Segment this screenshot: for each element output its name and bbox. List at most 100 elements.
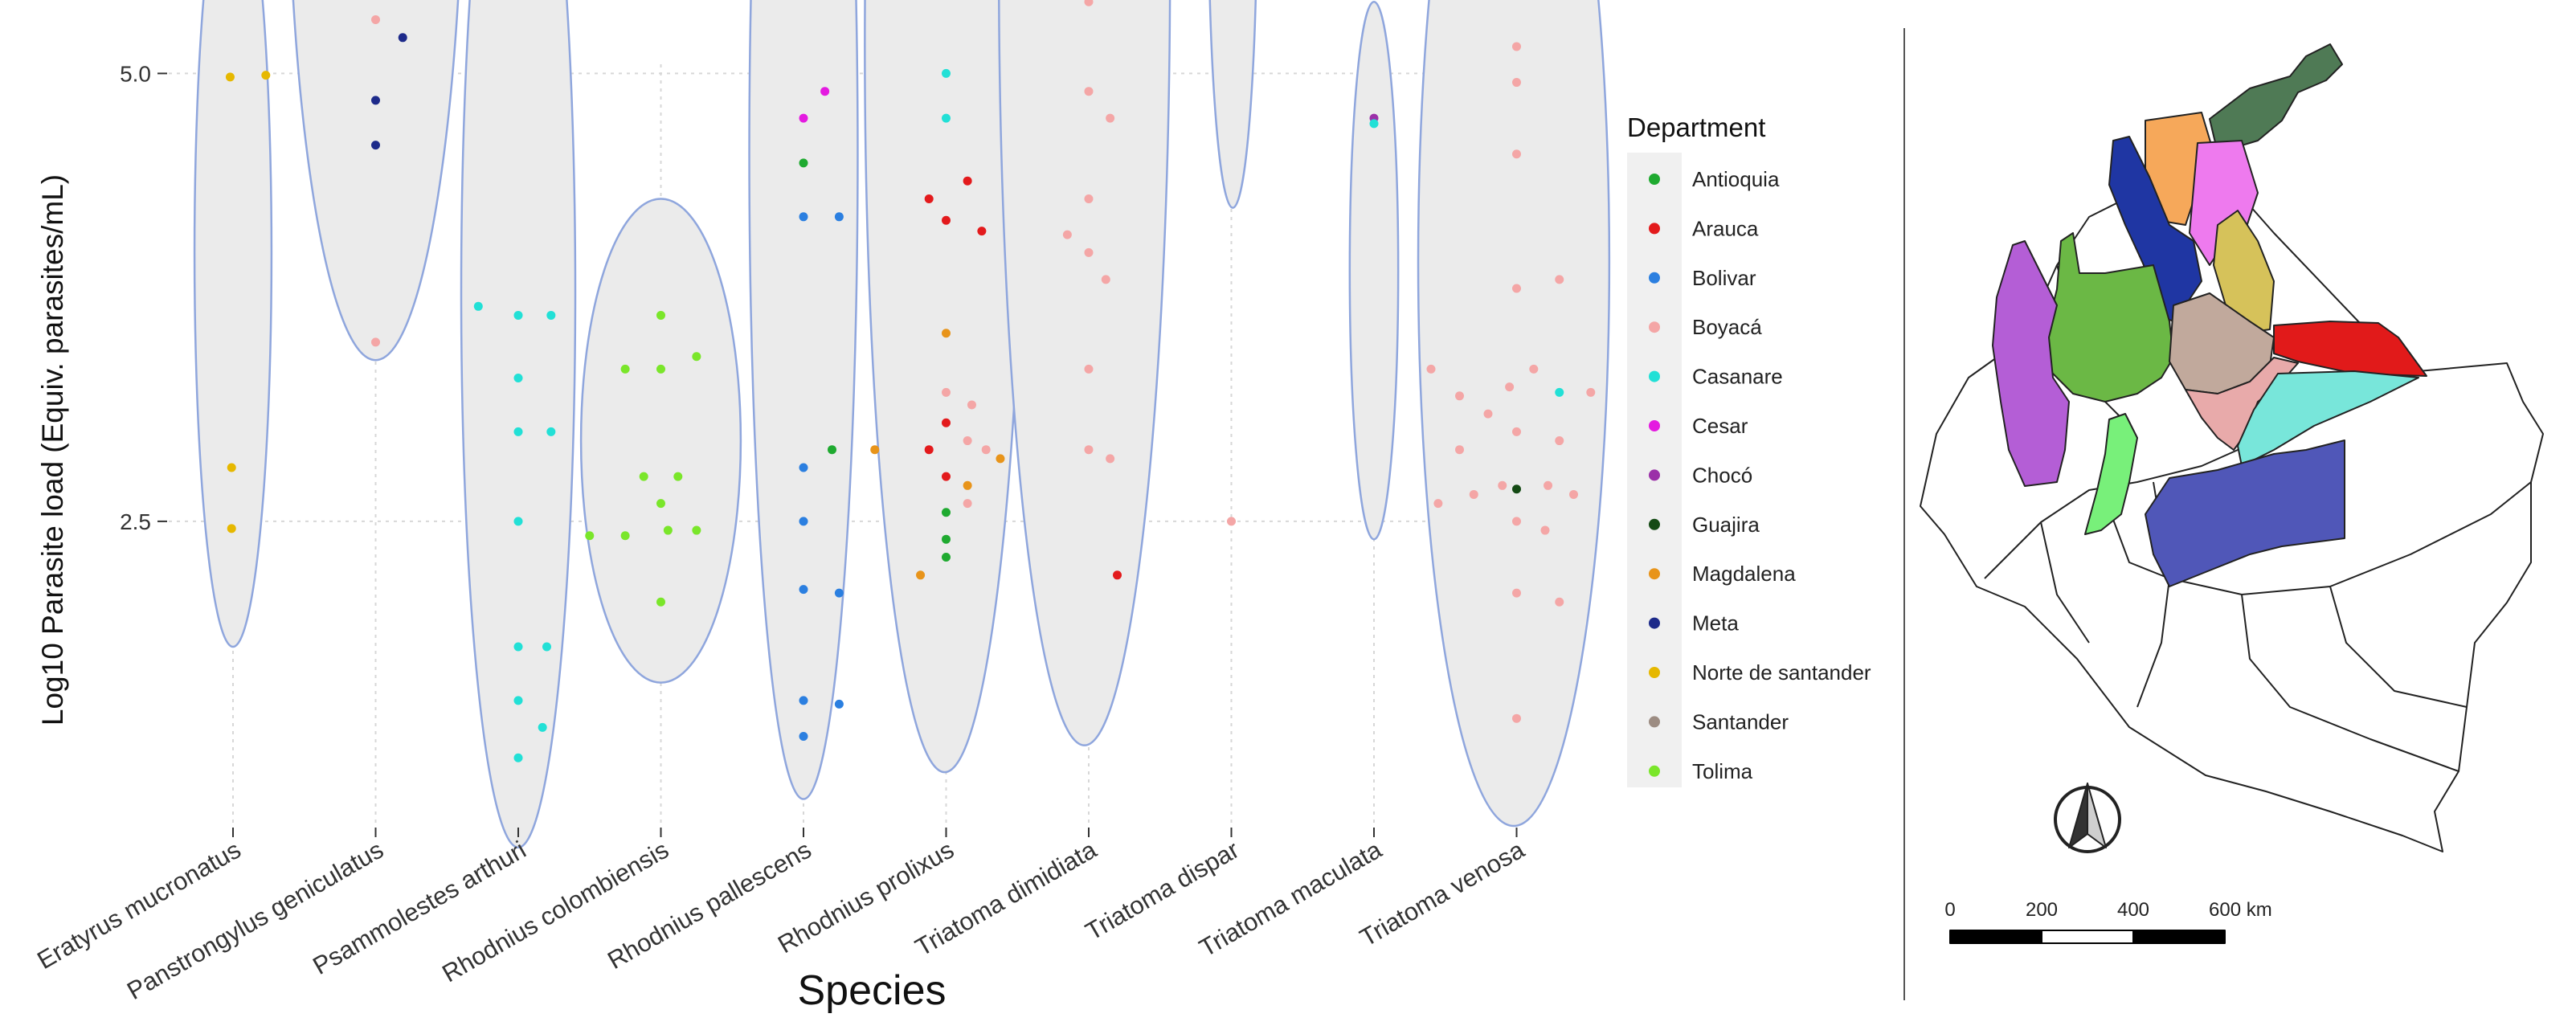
data-point xyxy=(1555,436,1564,446)
data-point xyxy=(799,463,808,472)
legend-label: Casanare xyxy=(1692,365,1783,389)
legend-key xyxy=(1649,272,1660,284)
data-point xyxy=(924,445,934,455)
data-point xyxy=(834,588,844,598)
data-point xyxy=(942,508,951,517)
data-point xyxy=(1512,484,1521,494)
data-point xyxy=(1505,382,1515,392)
data-point xyxy=(1512,78,1521,88)
data-point xyxy=(942,472,951,481)
data-point xyxy=(1540,525,1550,535)
data-point xyxy=(963,176,972,186)
data-point xyxy=(1555,275,1564,284)
species-ellipse xyxy=(998,0,1171,746)
data-point xyxy=(942,68,951,78)
data-point xyxy=(513,427,523,436)
data-point xyxy=(799,732,808,741)
data-point xyxy=(916,570,926,580)
legend-label: Antioquia xyxy=(1692,167,1780,191)
data-point xyxy=(942,215,951,225)
data-point xyxy=(656,597,665,607)
data-point xyxy=(1512,517,1521,526)
data-point xyxy=(1512,149,1521,159)
data-point xyxy=(371,337,380,347)
legend-items: Antioquia Arauca Bolivar Boyacá Casanare Cesa… xyxy=(1627,153,1871,787)
data-point xyxy=(227,463,236,472)
legend-label: Boyacá xyxy=(1692,315,1762,339)
data-point xyxy=(1101,275,1110,284)
data-point xyxy=(620,531,630,541)
species-ellipse xyxy=(579,198,742,684)
data-point xyxy=(663,525,673,535)
legend-key xyxy=(1649,321,1660,333)
data-point xyxy=(1084,445,1094,455)
legend-label: Cesar xyxy=(1692,414,1748,438)
species-ellipse xyxy=(193,0,273,648)
data-point xyxy=(1106,454,1115,464)
species-ellipse xyxy=(1208,0,1257,209)
data-point xyxy=(656,364,665,374)
data-point xyxy=(1084,247,1094,257)
scale-label: 200 xyxy=(2026,899,2058,921)
data-point xyxy=(834,212,844,222)
data-point xyxy=(1426,364,1436,374)
data-point xyxy=(942,113,951,123)
data-point xyxy=(546,310,556,320)
data-point xyxy=(1512,713,1521,723)
region-arauca xyxy=(2273,321,2427,377)
scale-label: 0 xyxy=(1944,899,1955,921)
legend-title: Department xyxy=(1627,112,1765,142)
data-point xyxy=(799,696,808,705)
y-tick-label: 2.5 xyxy=(120,509,151,534)
data-point xyxy=(942,329,951,338)
legend-label: Tolima xyxy=(1692,759,1753,783)
data-point xyxy=(820,87,830,96)
region-santander-north xyxy=(2213,210,2275,334)
data-point xyxy=(942,553,951,562)
data-point xyxy=(1512,42,1521,51)
data-point xyxy=(963,436,972,446)
legend-key xyxy=(1649,568,1660,580)
data-point xyxy=(673,472,683,481)
data-point xyxy=(1227,517,1236,526)
colombia-map: 0 200 400 600 km xyxy=(1920,43,2544,944)
data-point xyxy=(1084,0,1094,6)
data-point xyxy=(513,642,523,652)
data-point xyxy=(799,113,808,123)
data-point xyxy=(473,301,483,311)
data-point xyxy=(225,72,235,82)
data-point xyxy=(261,71,271,80)
species-ellipse xyxy=(1348,0,1400,541)
data-point xyxy=(1555,597,1564,607)
scale-labels: 0 200 400 600 km xyxy=(1944,899,2271,921)
data-point xyxy=(1529,364,1539,374)
region-casanare xyxy=(2237,370,2419,467)
data-point xyxy=(942,534,951,544)
legend-label: Meta xyxy=(1692,611,1739,636)
legend-key xyxy=(1649,667,1660,678)
data-point xyxy=(639,472,648,481)
data-point xyxy=(1062,230,1072,239)
species-ellipse xyxy=(1417,0,1611,828)
region-guajira xyxy=(2209,43,2343,153)
data-point xyxy=(1455,391,1464,401)
scale-label: 400 xyxy=(2117,899,2149,921)
legend-key xyxy=(1649,765,1660,777)
legend-key xyxy=(1649,469,1660,481)
legend-label: Chocó xyxy=(1692,463,1752,487)
species-ellipse xyxy=(748,0,859,800)
data-point xyxy=(977,227,987,236)
data-point xyxy=(1369,119,1379,129)
data-point xyxy=(967,400,976,410)
scale-bar: 0 200 400 600 km xyxy=(1944,899,2272,944)
species-ellipse xyxy=(292,0,460,362)
north-arrow-icon xyxy=(2054,783,2121,853)
data-point xyxy=(834,699,844,709)
legend-label: Norte de santander xyxy=(1692,660,1871,685)
species-ellipse xyxy=(460,0,577,848)
data-point xyxy=(371,15,380,24)
data-point xyxy=(828,445,836,455)
legend-label: Magdalena xyxy=(1692,562,1796,586)
data-point xyxy=(1455,445,1464,455)
legend-key xyxy=(1649,223,1660,235)
